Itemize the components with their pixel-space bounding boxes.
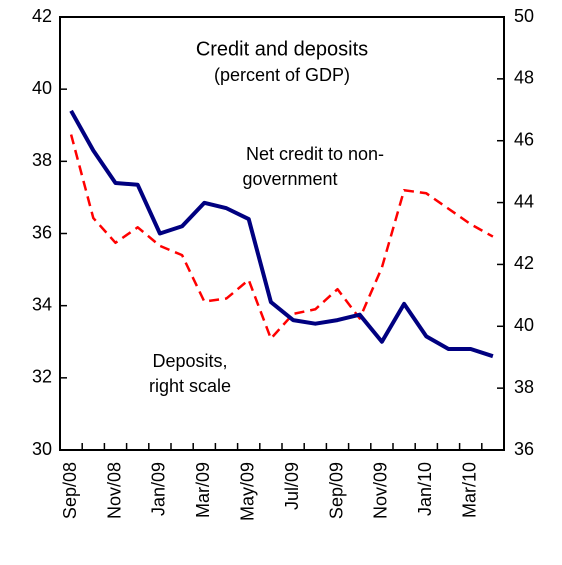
y2-tick-label: 38: [514, 377, 534, 397]
annotation: Net credit to non-: [246, 144, 384, 164]
y2-tick-label: 44: [514, 191, 534, 211]
series-line: [69, 134, 494, 340]
series-line: [69, 109, 494, 359]
x-tick-label: Mar/10: [459, 462, 479, 518]
chart-subtitle: (percent of GDP): [214, 65, 350, 85]
y-tick-label: 34: [32, 294, 52, 314]
y-tick-label: 36: [32, 222, 52, 242]
annotation: government: [242, 169, 337, 189]
y-tick-label: 40: [32, 78, 52, 98]
x-tick-label: Jan/10: [415, 462, 435, 516]
y2-tick-label: 40: [514, 315, 534, 335]
x-tick-label: Nov/09: [371, 462, 391, 519]
y2-tick-label: 46: [514, 129, 534, 149]
x-tick-label: Sep/08: [60, 462, 80, 519]
x-tick-label: Sep/09: [326, 462, 346, 519]
x-tick-label: May/09: [237, 462, 257, 521]
y-tick-label: 30: [32, 439, 52, 459]
x-tick-label: Mar/09: [193, 462, 213, 518]
x-tick-label: Nov/08: [104, 462, 124, 519]
y2-tick-label: 36: [514, 439, 534, 459]
y-tick-label: 32: [32, 367, 52, 387]
y-tick-label: 38: [32, 150, 52, 170]
x-tick-label: Jul/09: [282, 462, 302, 510]
annotation: right scale: [149, 376, 231, 396]
y2-tick-label: 48: [514, 68, 534, 88]
y2-tick-label: 50: [514, 6, 534, 26]
y-tick-label: 42: [32, 6, 52, 26]
chart-title: Credit and deposits: [196, 38, 368, 60]
annotation: Deposits,: [152, 351, 227, 371]
y2-tick-label: 42: [514, 253, 534, 273]
x-tick-label: Jan/09: [149, 462, 169, 516]
